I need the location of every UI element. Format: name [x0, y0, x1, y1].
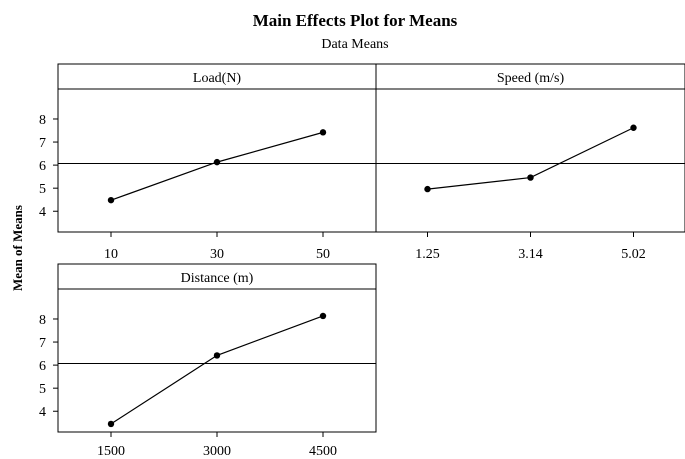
- series-line: [110, 315, 324, 425]
- y-tick-label: 7: [39, 336, 46, 351]
- y-tick-label: 8: [39, 313, 46, 328]
- data-point: [107, 196, 115, 204]
- data-point: [213, 158, 221, 166]
- x-tick-label: 5.02: [621, 247, 646, 262]
- x-tick-label: 4500: [309, 444, 337, 459]
- panel-strip-label: Distance (m): [181, 271, 254, 286]
- y-axis-label: Mean of Means: [10, 205, 25, 291]
- x-tick-label: 50: [316, 247, 330, 262]
- y-tick-label: 7: [39, 136, 46, 151]
- y-tick-label: 5: [39, 182, 46, 197]
- series-line: [110, 131, 324, 201]
- panels-group: Load(N) 4 5 6 7 8 10 30 50 Speed (m/s) 1.25 3.14 5.0…: [39, 63, 685, 459]
- x-tick-label: 1500: [97, 444, 125, 459]
- x-tick-label: 1.25: [415, 247, 440, 262]
- y-tick-label: 4: [39, 205, 46, 220]
- panel-strip-label: Load(N): [193, 71, 242, 86]
- y-tick-label: 6: [39, 359, 46, 374]
- data-point: [107, 420, 115, 428]
- panel-strip-label: Speed (m/s): [497, 71, 565, 86]
- y-tick-label: 5: [39, 382, 46, 397]
- data-point: [527, 174, 534, 181]
- data-point: [630, 124, 637, 131]
- chart-title: Main Effects Plot for Means: [253, 11, 458, 30]
- y-tick-label: 4: [39, 405, 46, 420]
- data-point: [319, 129, 327, 136]
- y-tick-label: 6: [39, 159, 46, 174]
- x-tick-label: 3000: [203, 444, 231, 459]
- x-tick-label: 3.14: [518, 247, 543, 262]
- data-point: [424, 185, 431, 193]
- chart-subtitle: Data Means: [321, 37, 388, 52]
- data-point: [319, 312, 327, 320]
- x-tick-label: 30: [210, 247, 224, 262]
- x-tick-label: 10: [104, 247, 118, 262]
- y-tick-label: 8: [39, 113, 46, 128]
- data-point: [213, 352, 221, 359]
